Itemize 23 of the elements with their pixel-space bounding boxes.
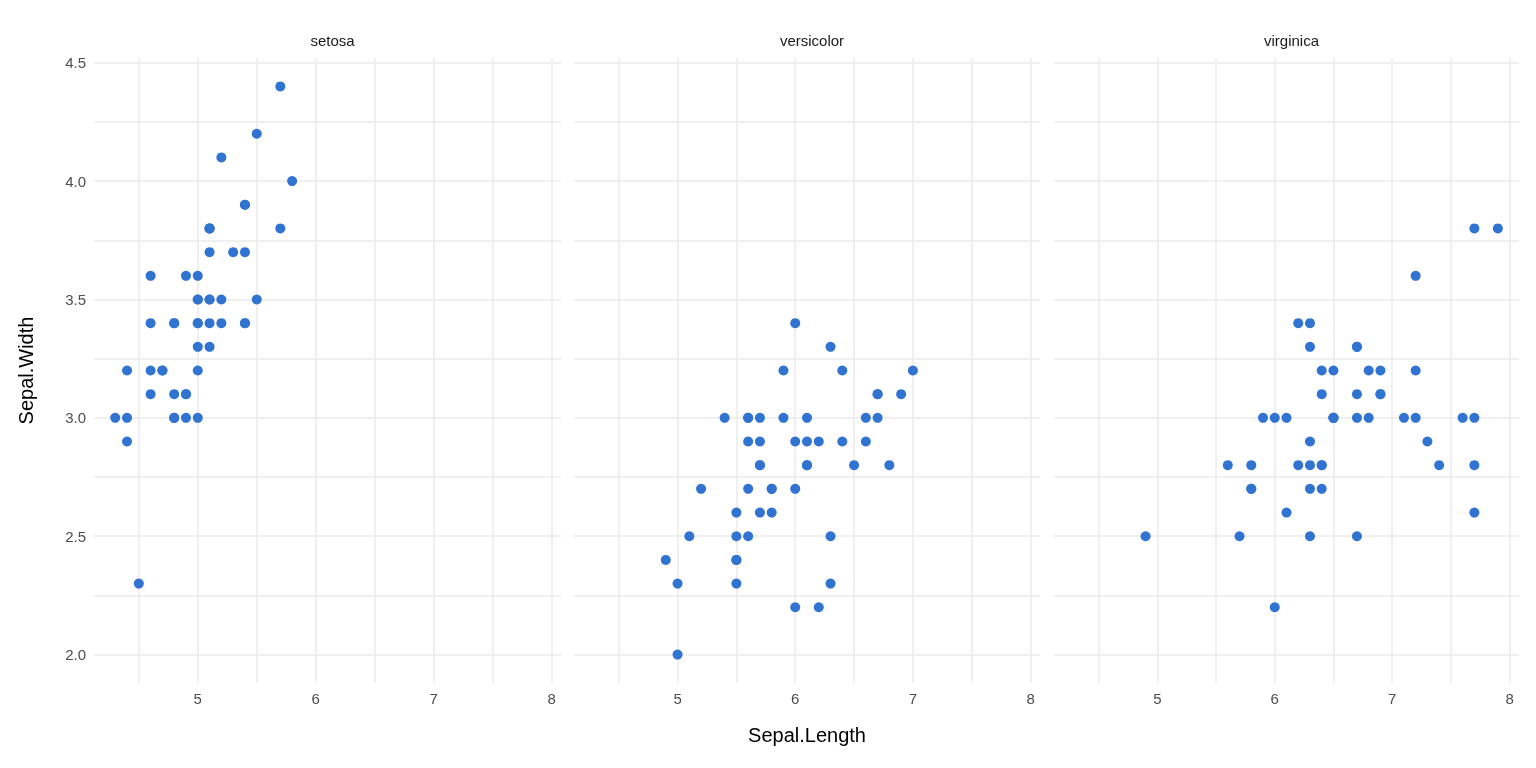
- y-tick-label: 3.0: [65, 409, 86, 427]
- y-axis-title: Sepal.Width: [15, 316, 37, 425]
- y-tick-label: 4.5: [65, 54, 86, 72]
- x-tick-label: 6: [791, 690, 800, 707]
- x-tick-label: 6: [311, 690, 320, 707]
- y-tick-label: 4.0: [65, 172, 86, 190]
- x-tick-label: 5: [193, 690, 202, 707]
- x-tick-label: 7: [429, 690, 438, 707]
- chart-title: versicolor: [779, 32, 845, 49]
- x-tick-label: 6: [1270, 690, 1279, 707]
- x-tick-label: 5: [673, 690, 682, 707]
- x-tick-label: 8: [1026, 690, 1035, 707]
- x-tick-label: 5: [1153, 690, 1162, 707]
- chart-title: setosa: [310, 32, 356, 49]
- x-tick-label: 7: [908, 690, 918, 707]
- x-axis-title: Sepal.Length: [748, 724, 866, 746]
- y-tick-label: 2.0: [65, 646, 86, 664]
- x-tick-label: 8: [547, 690, 556, 707]
- chart-title: virginica: [1263, 32, 1320, 49]
- y-tick-label: 3.5: [65, 290, 86, 308]
- y-tick-label: 2.5: [65, 527, 86, 545]
- x-tick-label: 8: [1505, 690, 1514, 707]
- x-tick-label: 7: [1388, 690, 1397, 707]
